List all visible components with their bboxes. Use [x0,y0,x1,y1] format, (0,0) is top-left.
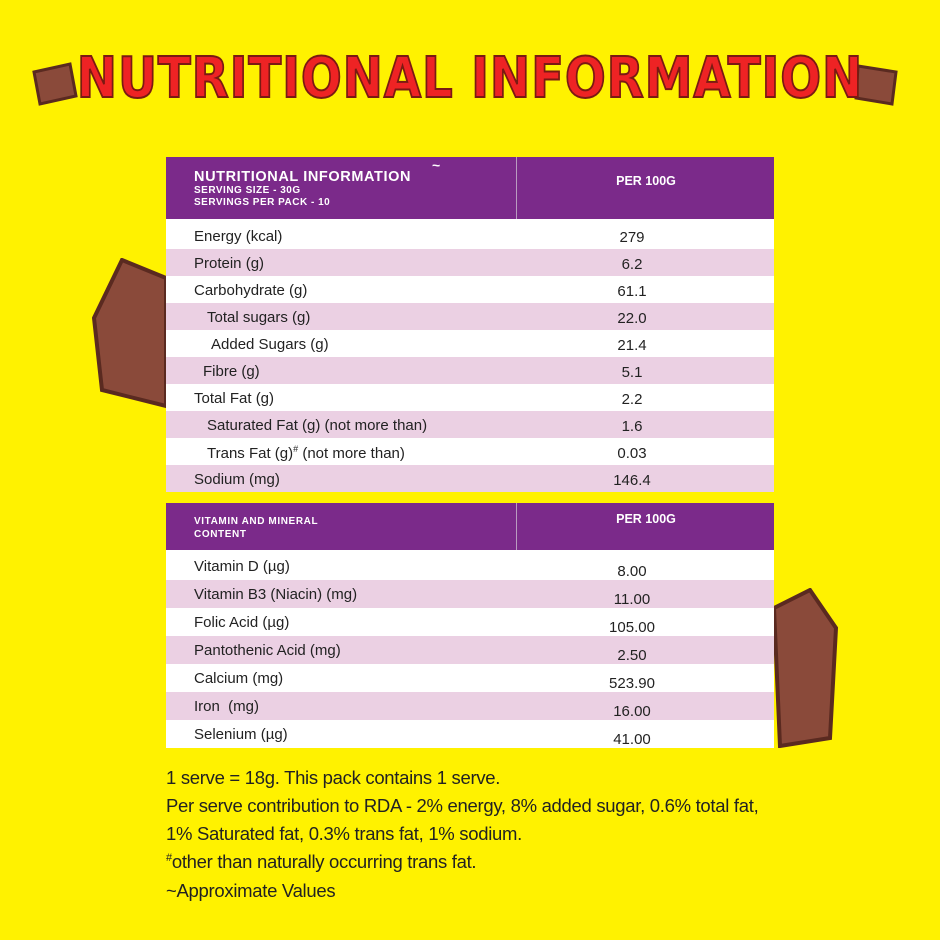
footnote-text: other than naturally occurring trans fat… [171,851,477,872]
table-row: Calcium (mg) 523.90 [166,664,774,692]
cereal-piece [854,64,898,106]
table-row: Folic Acid (µg) 105.00 [166,608,774,636]
table-row: Total Fat (g) 2.2 [166,384,774,411]
row-value: 279 [619,229,645,246]
table-row: Added Sugars (g) 21.4 [166,330,774,357]
row-label: Total Fat (g) [194,390,275,407]
row-value: 146.4 [613,472,651,489]
header-title: NUTRITIONAL INFORMATION [194,169,412,185]
cereal-piece [771,588,839,748]
row-label: Iron (mg) [194,698,260,715]
row-value: 523.90 [609,675,655,692]
table-row: Fibre (g) 5.1 [166,357,774,384]
page-title: NUTRITIONAL INFORMATION [76,45,864,112]
table-row: Saturated Fat (g) (not more than) 1.6 [166,411,774,438]
row-value: 6.2 [621,256,643,273]
column-title: PER 100G [616,512,676,526]
row-value: 0.03 [617,445,647,462]
footnote: 1% Saturated fat, 0.3% trans fat, 1% sod… [166,823,522,844]
table-row: Pantothenic Acid (mg) 2.50 [166,636,774,664]
row-label: Selenium (µg) [194,726,288,743]
footnote: #other than naturally occurring trans fa… [166,851,477,873]
vitamin-table: VITAMIN AND MINERAL CONTENT PER 100G Vit… [166,503,774,748]
row-value: 1.6 [621,418,643,435]
table-body: Vitamin D (µg) 8.00 Vitamin B3 (Niacin) (… [166,552,774,748]
row-value: 41.00 [613,731,651,748]
servings-per-pack: SERVINGS PER PACK - 10 [194,197,331,208]
header-title: VITAMIN AND MINERAL CONTENT [194,516,318,540]
row-label: Folic Acid (µg) [194,614,290,631]
footnote: ~Approximate Values [166,880,336,901]
table-row: Vitamin B3 (Niacin) (mg) 11.00 [166,580,774,608]
table-row: Iron (mg) 16.00 [166,692,774,720]
cereal-piece [32,62,78,106]
row-label: Energy (kcal) [194,228,283,245]
row-value: 2.2 [621,391,643,408]
table-header: VITAMIN AND MINERAL CONTENT PER 100G [166,503,774,550]
row-label-end: (not more than) [298,445,405,462]
cereal-piece [92,258,168,408]
row-label: Vitamin D (µg) [194,558,290,575]
row-value: 61.1 [617,283,647,300]
row-label: Protein (g) [194,255,265,272]
row-value: 11.00 [613,591,651,608]
row-label: Fibre (g) [203,363,260,380]
table-row: Total sugars (g) 22.0 [166,303,774,330]
row-label: Vitamin B3 (Niacin) (mg) [194,586,358,603]
header-mark: ~ [432,157,441,173]
row-value: 16.00 [613,703,651,720]
row-value: 8.00 [617,563,647,580]
footnote: 1 serve = 18g. This pack contains 1 serv… [166,767,501,788]
row-label-sup: # [293,444,299,454]
table-row: Trans Fat (g)# (not more than) 0.03 [166,438,774,465]
nutrition-table: NUTRITIONAL INFORMATION ~ SERVING SIZE -… [166,157,774,492]
row-label: Calcium (mg) [194,670,284,687]
table-row: Selenium (µg) 41.00 [166,720,774,748]
row-label: Added Sugars (g) [211,336,329,353]
row-label-group: Trans Fat (g)# (not more than) [207,444,405,462]
footnote: Per serve contribution to RDA - 2% energ… [166,795,759,816]
row-value: 22.0 [617,310,647,327]
table-row: Sodium (mg) 146.4 [166,465,774,492]
row-value: 105.00 [609,619,655,636]
column-header: PER 100G [516,157,775,219]
table-header: NUTRITIONAL INFORMATION ~ SERVING SIZE -… [166,157,774,219]
row-label: Trans Fat (g) [207,445,294,462]
row-label: Carbohydrate (g) [194,282,308,299]
table-row: Protein (g) 6.2 [166,249,774,276]
row-label: Saturated Fat (g) (not more than) [207,417,428,434]
column-title: PER 100G [616,174,676,188]
row-label: Pantothenic Acid (mg) [194,642,341,659]
table-row: Energy (kcal) 279 [166,222,774,249]
row-value: 21.4 [617,337,647,354]
row-label: Sodium (mg) [194,471,280,488]
row-label: Total sugars (g) [207,309,311,326]
table-row: Vitamin D (µg) 8.00 [166,552,774,580]
footnote-sup: # [166,851,172,864]
row-value: 2.50 [617,647,647,664]
column-header: PER 100G [516,503,775,550]
serving-size: SERVING SIZE - 30g [194,185,301,196]
row-value: 5.1 [621,364,643,381]
table-row: Carbohydrate (g) 61.1 [166,276,774,303]
table-body: Energy (kcal) 279 Protein (g) 6.2 Carbohyd… [166,222,774,492]
